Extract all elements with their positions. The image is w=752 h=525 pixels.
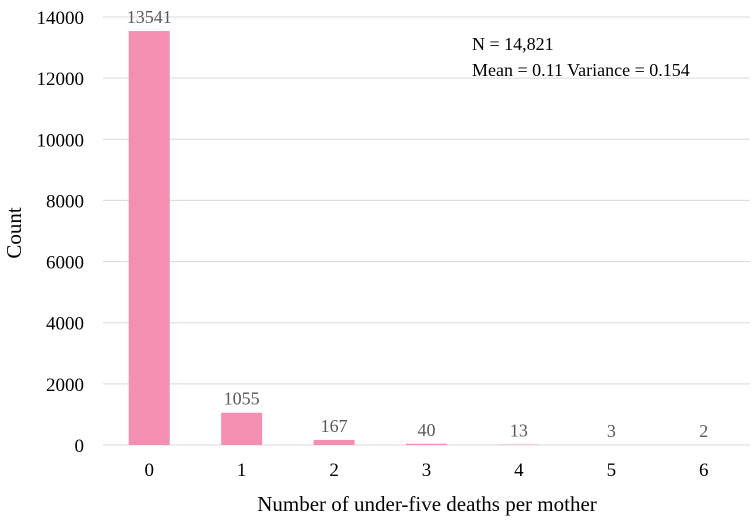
bars — [129, 31, 725, 445]
data-label: 13 — [510, 421, 528, 441]
y-tick-label: 8000 — [46, 191, 84, 212]
bar — [314, 440, 355, 445]
x-tick-label: 2 — [329, 460, 339, 481]
bar — [129, 31, 170, 445]
bar — [406, 444, 447, 445]
mean-variance-annotation: Mean = 0.11 Variance = 0.154 — [472, 60, 690, 80]
y-tick-label: 2000 — [46, 375, 84, 396]
y-tick-label: 12000 — [37, 69, 85, 90]
data-label: 167 — [321, 416, 348, 436]
y-tick-label: 4000 — [46, 314, 84, 335]
x-axis-ticks: 0 1 2 3 4 5 6 — [144, 460, 708, 481]
x-tick-label: 4 — [514, 460, 524, 481]
x-tick-label: 0 — [144, 460, 154, 481]
y-axis-title: Count — [2, 207, 26, 259]
bar — [221, 413, 262, 445]
x-tick-label: 1 — [237, 460, 247, 481]
data-label: 40 — [418, 420, 436, 440]
y-tick-label: 14000 — [37, 8, 85, 29]
data-label: 13541 — [127, 7, 172, 27]
x-tick-label: 3 — [422, 460, 432, 481]
y-tick-label: 0 — [75, 436, 85, 457]
data-label: 3 — [607, 421, 616, 441]
x-axis-title: Number of under-five deaths per mother — [257, 492, 597, 516]
y-tick-label: 6000 — [46, 253, 84, 274]
sample-size-annotation: N = 14,821 — [472, 34, 554, 54]
data-label: 2 — [699, 421, 708, 441]
x-tick-label: 6 — [699, 460, 709, 481]
y-tick-label: 10000 — [37, 130, 85, 151]
gridlines — [103, 17, 750, 445]
y-axis-ticks: 0 2000 4000 6000 8000 10000 12000 14000 — [37, 8, 85, 457]
data-label: 1055 — [224, 389, 260, 409]
x-tick-label: 5 — [607, 460, 617, 481]
